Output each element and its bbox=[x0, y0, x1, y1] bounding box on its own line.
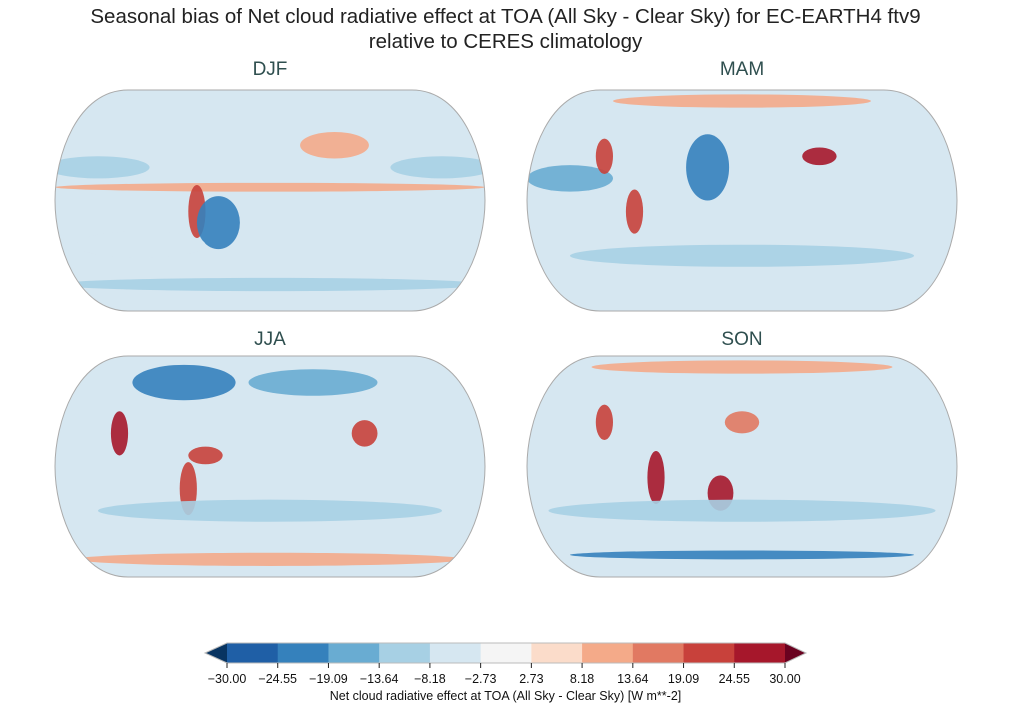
map-jja bbox=[54, 355, 486, 578]
bias-region bbox=[55, 277, 485, 292]
bias-region bbox=[300, 131, 369, 159]
map-outline bbox=[54, 89, 486, 312]
map-outline bbox=[526, 355, 958, 578]
bias-region bbox=[76, 231, 206, 258]
bias-region bbox=[188, 446, 223, 465]
colorbar-tick-label: 30.00 bbox=[769, 672, 801, 686]
map-outline bbox=[526, 89, 958, 312]
colorbar-label: Net cloud radiative effect at TOA (All S… bbox=[329, 689, 682, 703]
colorbar-tick-label: 8.18 bbox=[569, 672, 595, 686]
figure-title-line2: relative to CERES climatology bbox=[368, 30, 643, 53]
colorbar-tick-label: −13.64 bbox=[359, 672, 399, 686]
bias-region bbox=[527, 165, 613, 192]
bias-region bbox=[390, 156, 485, 179]
colorbar-tick-label: 13.64 bbox=[617, 672, 649, 686]
colorbar-extend-max bbox=[785, 643, 806, 663]
map-son bbox=[526, 355, 958, 578]
bias-region bbox=[55, 182, 485, 192]
colorbar-tick-label: −8.18 bbox=[414, 672, 446, 686]
panel-title-son: SON bbox=[721, 329, 763, 350]
bias-region bbox=[248, 369, 378, 396]
panel-title-jja: JJA bbox=[254, 329, 286, 350]
bias-region bbox=[196, 196, 240, 250]
bias-region bbox=[55, 156, 150, 179]
bias-region bbox=[625, 189, 644, 234]
colorbar-tick-label: −2.73 bbox=[464, 672, 497, 686]
bias-region bbox=[110, 411, 129, 456]
colorbar-segment bbox=[531, 643, 583, 663]
colorbar-segment bbox=[632, 643, 685, 663]
panel-title-mam: MAM bbox=[719, 59, 765, 80]
colorbar-tick-label: −24.55 bbox=[258, 672, 298, 686]
bias-region bbox=[591, 360, 893, 374]
bias-region bbox=[351, 420, 378, 447]
colorbar-tick-label: 19.09 bbox=[667, 672, 700, 686]
colorbar-segment bbox=[429, 643, 482, 663]
bias-region bbox=[76, 552, 464, 566]
colorbar-segment bbox=[582, 643, 634, 663]
bias-region bbox=[595, 138, 614, 174]
bias-region bbox=[98, 499, 442, 522]
colorbar-segment bbox=[480, 643, 532, 663]
colorbar-tick-label: 24.55 bbox=[718, 672, 750, 686]
bias-region bbox=[613, 94, 871, 108]
colorbar-segment bbox=[683, 643, 735, 663]
figure-title-line1: Seasonal bias of Net cloud radiative eff… bbox=[90, 5, 921, 28]
colorbar bbox=[203, 642, 808, 668]
bias-region bbox=[570, 550, 914, 560]
colorbar-tick-label: 2.73 bbox=[519, 672, 544, 686]
colorbar-segment bbox=[277, 643, 329, 663]
bias-region bbox=[548, 499, 936, 522]
colorbar-tick-label: −30.00 bbox=[207, 672, 247, 686]
bias-region bbox=[595, 404, 614, 440]
bias-region bbox=[132, 364, 236, 401]
panel-title-djf: DJF bbox=[252, 59, 288, 80]
colorbar-tick-label: −19.09 bbox=[309, 672, 348, 686]
map-djf bbox=[54, 89, 486, 312]
colorbar-segment bbox=[328, 643, 380, 663]
bias-region bbox=[724, 411, 760, 434]
bias-region bbox=[802, 147, 837, 166]
bias-region bbox=[570, 244, 914, 267]
map-mam bbox=[526, 89, 958, 312]
bias-region bbox=[647, 451, 665, 505]
colorbar-extend-min bbox=[205, 643, 227, 663]
map-outline bbox=[54, 355, 486, 578]
colorbar-segment bbox=[379, 643, 431, 663]
colorbar-segment bbox=[227, 643, 279, 663]
bias-region bbox=[686, 134, 730, 201]
colorbar-segment bbox=[734, 643, 786, 663]
